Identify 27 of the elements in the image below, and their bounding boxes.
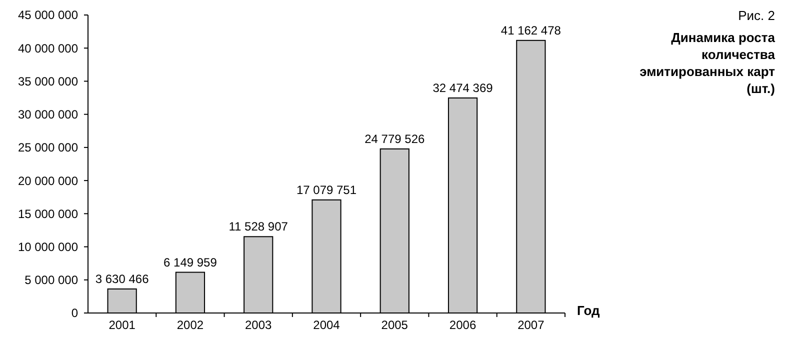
y-tick-label: 10 000 000 <box>18 240 78 254</box>
y-tick-label: 45 000 000 <box>18 8 78 22</box>
y-tick-label: 25 000 000 <box>18 140 78 155</box>
y-tick-label: 40 000 000 <box>18 41 78 56</box>
x-tick-label: 2006 <box>449 318 476 332</box>
y-tick-label: 35 000 000 <box>18 74 78 88</box>
x-tick-label: 2001 <box>108 318 136 332</box>
data-label: 17 079 751 <box>296 182 357 197</box>
x-tick-label: 2007 <box>518 318 545 332</box>
data-label: 3 630 466 <box>95 272 150 286</box>
data-label: 24 779 526 <box>364 132 425 146</box>
x-tick-label: 2005 <box>381 318 408 332</box>
data-label: 41 162 478 <box>500 23 562 38</box>
text: Динамика роста количества эмитированных карт (шт.) <box>640 30 776 96</box>
y-tick-label: 15 000 000 <box>18 206 78 221</box>
x-tick-label: 2002 <box>176 318 204 332</box>
text: Рис. 2 <box>738 8 775 23</box>
data-label: 11 528 907 <box>228 220 288 234</box>
y-tick-label: 30 000 000 <box>18 108 78 122</box>
data-label: 6 149 959 <box>164 255 218 270</box>
y-tick-label: 5 000 000 <box>24 273 78 288</box>
y-tick-label: 0 <box>71 306 78 320</box>
y-tick-label: 20 000 000 <box>18 174 78 188</box>
data-label: 32 474 369 <box>432 80 494 95</box>
x-axis-title: Год <box>577 303 600 318</box>
x-tick-label: 2003 <box>245 318 272 332</box>
x-tick-label: 2004 <box>313 318 340 332</box>
